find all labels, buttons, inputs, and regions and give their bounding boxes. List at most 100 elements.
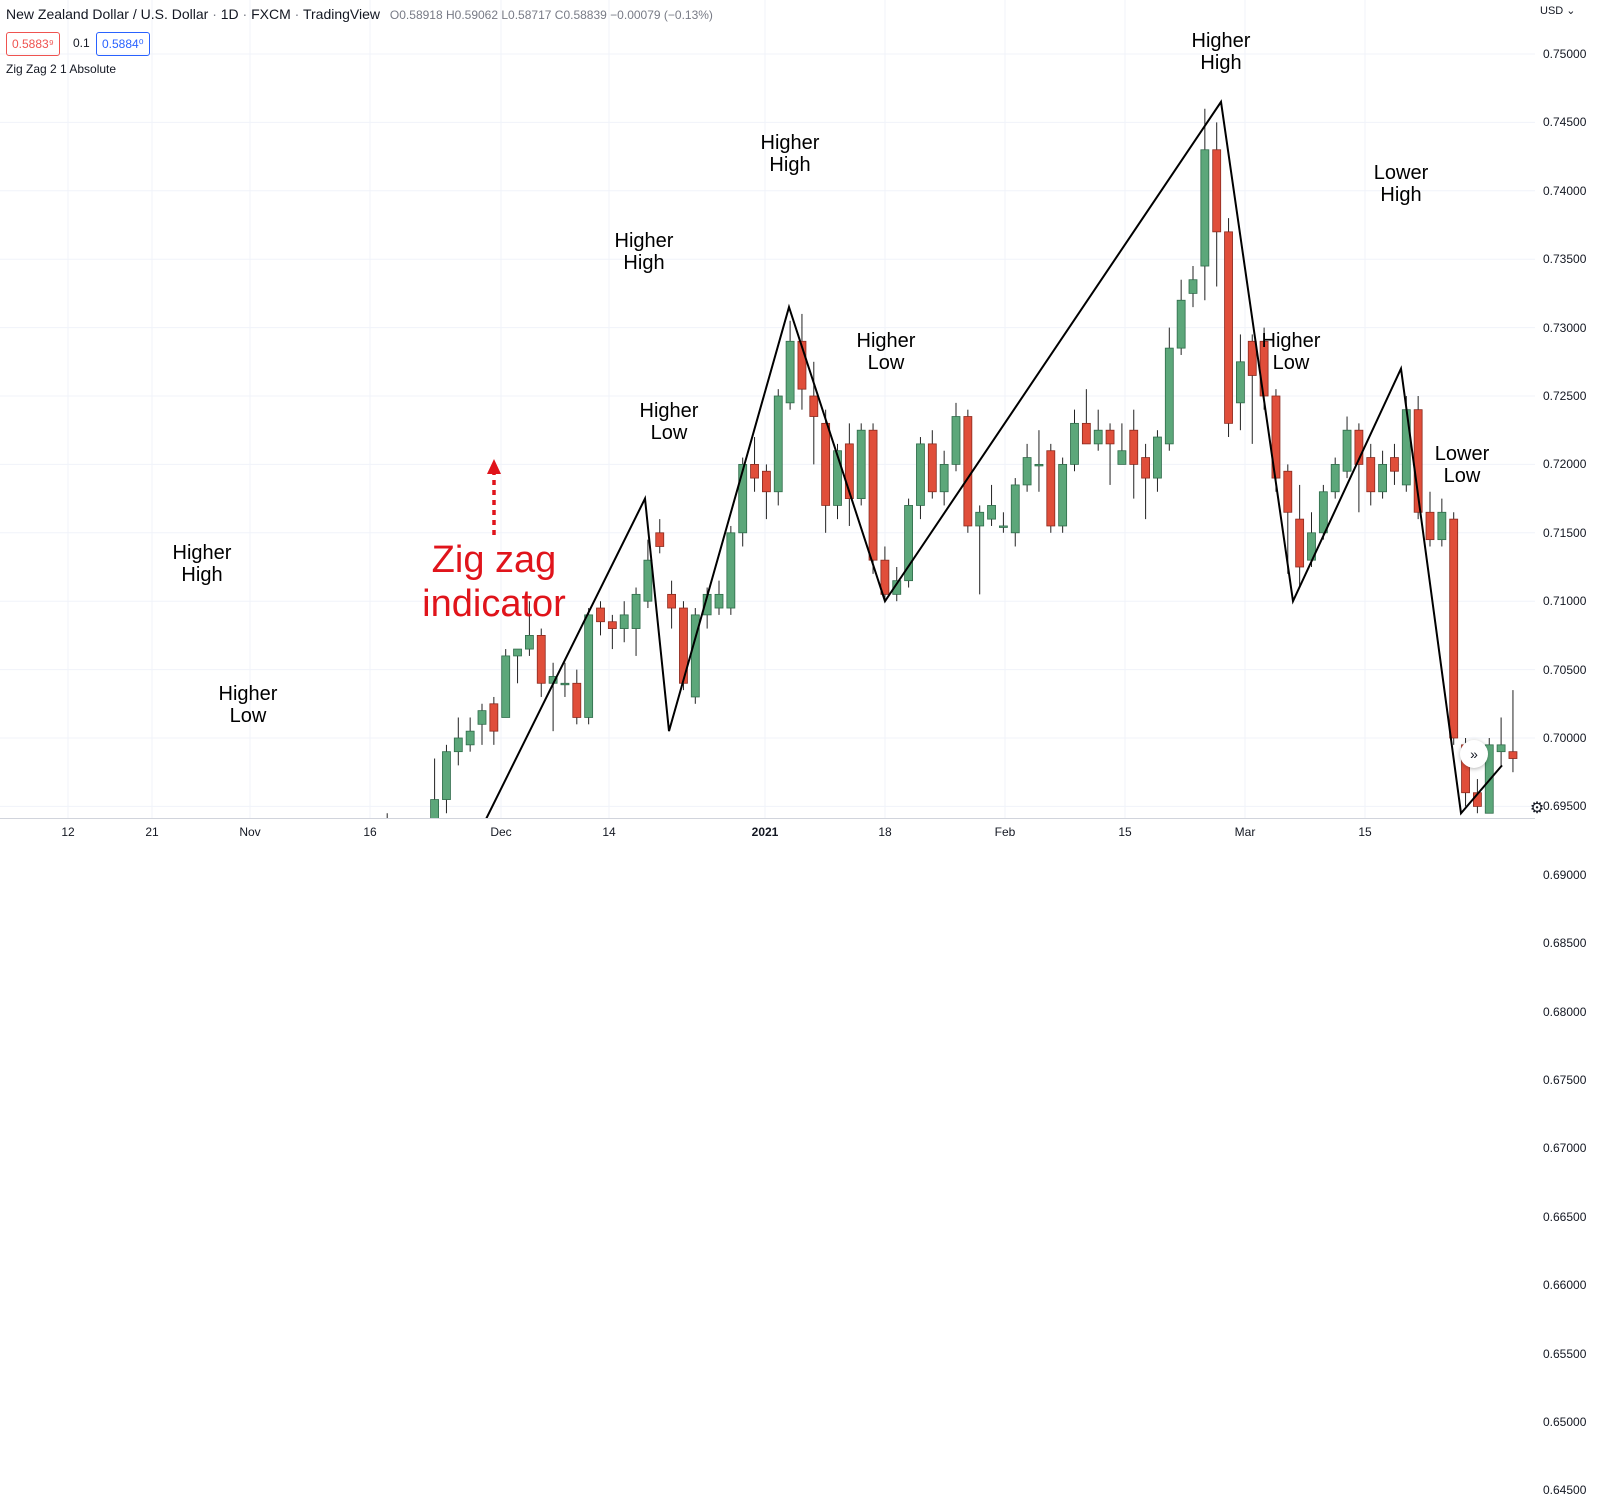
sell-price-box[interactable]: 0.5883⁹ <box>6 32 60 56</box>
ohlc-values: O0.58918 H0.59062 L0.58717 C0.58839 −0.0… <box>390 8 713 22</box>
candle-body <box>951 416 961 465</box>
candle <box>442 744 451 814</box>
candle <box>430 758 440 818</box>
candle <box>572 669 582 725</box>
candle <box>809 361 819 465</box>
price-axis-label: 0.65000 <box>1543 1415 1587 1429</box>
low-value: L0.58717 <box>501 8 552 22</box>
candle <box>1188 266 1198 308</box>
candle <box>1117 423 1127 465</box>
candle-body <box>927 443 937 493</box>
candle-body <box>1401 409 1411 486</box>
candle <box>856 423 866 506</box>
candle <box>1129 409 1139 499</box>
candle-body <box>1437 511 1447 541</box>
candle-body <box>1034 463 1044 467</box>
price-axis-label: 0.67000 <box>1543 1141 1587 1156</box>
time-axis[interactable]: 12 21 Nov 16 Dec 14 2021 18 Feb 15 Mar 15 <box>0 818 1535 843</box>
candle-body <box>1247 340 1257 376</box>
candle <box>1247 334 1257 444</box>
pivot-annotation: Higher Low <box>218 683 278 727</box>
candle-body <box>868 429 878 561</box>
price-axis-label: 0.75000 <box>1543 47 1587 61</box>
candle-body <box>667 593 676 609</box>
time-axis-label: 15 <box>1358 825 1372 839</box>
candle-body <box>809 395 819 417</box>
candle-body <box>1283 470 1293 513</box>
candle <box>1010 478 1020 547</box>
time-axis-label: Feb <box>994 825 1016 839</box>
candle-body <box>643 559 653 602</box>
candle <box>1295 484 1305 588</box>
candle <box>821 409 831 533</box>
candle <box>643 539 653 609</box>
currency-selector[interactable]: USD ⌄ <box>1540 5 1576 17</box>
zigzag-polyline <box>485 99 1503 818</box>
candle-body <box>1070 422 1079 465</box>
candle <box>939 450 949 506</box>
candle-body <box>1366 457 1376 493</box>
pivot-annotation: Higher High <box>1191 30 1251 74</box>
candle-body <box>584 614 594 718</box>
candle <box>489 696 499 745</box>
candle <box>1141 443 1150 520</box>
candle <box>868 423 878 574</box>
pivot-annotation: Higher Low <box>1261 330 1321 374</box>
candle-body <box>999 525 1008 528</box>
candle <box>880 546 890 602</box>
candle-body <box>501 655 511 718</box>
candle <box>453 717 463 766</box>
candle-body <box>1141 457 1150 479</box>
candle <box>1212 122 1222 287</box>
candle-body <box>797 340 807 390</box>
settings-gear-icon[interactable]: ⚙ <box>1529 800 1545 817</box>
price-axis-label: 0.68000 <box>1543 1004 1587 1019</box>
close-value: C0.58839 <box>554 8 607 22</box>
candlestick-chart[interactable] <box>0 0 1535 818</box>
high-value: H0.59062 <box>445 8 499 22</box>
buy-price-box[interactable]: 0.5884⁰ <box>96 32 150 56</box>
candle <box>844 423 854 526</box>
chart-plot-area[interactable]: New Zealand Dollar / U.S. Dollar · 1D · … <box>0 0 1535 818</box>
price-axis-label: 0.66000 <box>1543 1278 1587 1293</box>
exchange: FXCM <box>251 6 291 22</box>
candle-body <box>572 682 582 718</box>
candle <box>465 717 475 752</box>
candle <box>536 628 546 697</box>
candle <box>1496 717 1506 766</box>
price-axis-label: 0.74500 <box>1543 115 1587 130</box>
candle-body <box>1176 299 1186 349</box>
symbol-legend[interactable]: New Zealand Dollar / U.S. Dollar · 1D · … <box>6 6 713 22</box>
candle-body <box>939 463 949 493</box>
candle <box>1236 334 1245 431</box>
candle <box>1378 450 1387 499</box>
time-axis-label: 16 <box>363 825 377 839</box>
candle-body <box>1093 429 1103 445</box>
candle-body <box>596 607 605 623</box>
candle-body <box>1212 149 1222 233</box>
candle <box>975 505 985 595</box>
candle-body <box>655 532 665 547</box>
time-axis-label: 18 <box>878 825 892 839</box>
candle-body <box>738 463 748 534</box>
zigzag-callout-arrow <box>487 459 501 535</box>
candle <box>560 662 570 697</box>
candle-body <box>525 635 534 650</box>
time-axis-label: Nov <box>239 825 261 839</box>
spread-value: 0.1 <box>73 36 90 50</box>
price-axis-label: 0.65500 <box>1543 1346 1587 1361</box>
scroll-to-realtime-button[interactable]: » <box>1460 740 1488 768</box>
candle-body <box>1224 231 1233 424</box>
indicator-label[interactable]: Zig Zag 2 1 Absolute <box>6 62 117 76</box>
candle-body <box>477 710 487 725</box>
price-axis[interactable]: 0.75000 0.74500 0.74000 0.73500 0.73000 0.725… <box>1535 0 1602 1497</box>
candle <box>762 464 771 520</box>
candle-body <box>892 580 902 595</box>
price-axis-label: 0.74000 <box>1543 183 1587 198</box>
platform: TradingView <box>302 6 381 22</box>
candle-body <box>762 470 771 493</box>
candle-body <box>904 505 913 582</box>
candle-body <box>1010 484 1020 534</box>
candle <box>619 601 629 643</box>
candle <box>1105 423 1115 485</box>
